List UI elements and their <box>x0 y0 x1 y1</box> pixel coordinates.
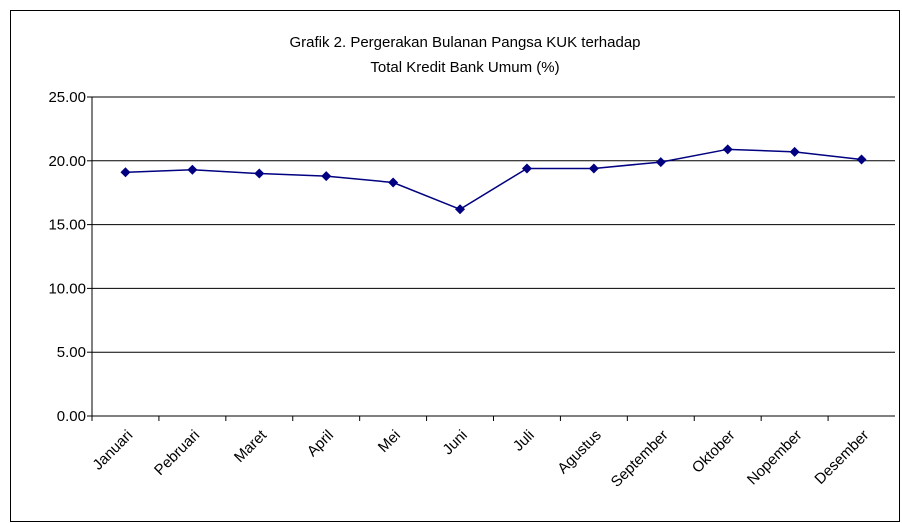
chart-title: Total Kredit Bank Umum (%) <box>370 59 559 76</box>
data-point <box>521 163 532 174</box>
data-point <box>254 168 265 179</box>
data-point <box>722 144 733 155</box>
y-tick-label: 5.00 <box>57 344 86 361</box>
chart-title: Grafik 2. Pergerakan Bulanan Pangsa KUK … <box>289 34 640 51</box>
data-line <box>125 148 862 211</box>
data-point <box>321 171 332 182</box>
data-point <box>789 146 800 157</box>
y-tick-label: 10.00 <box>48 280 86 297</box>
y-tick-label: 20.00 <box>48 153 86 170</box>
y-tick-label: 0.00 <box>57 408 86 425</box>
y-tick-label: 25.00 <box>48 89 86 106</box>
data-point <box>455 204 466 215</box>
y-tick-label: 15.00 <box>48 217 86 234</box>
data-point <box>388 177 399 188</box>
data-point <box>655 157 666 168</box>
data-point <box>120 167 131 178</box>
data-point <box>588 163 599 174</box>
data-point <box>187 164 198 175</box>
data-point <box>856 154 867 165</box>
chart-frame <box>10 10 900 522</box>
